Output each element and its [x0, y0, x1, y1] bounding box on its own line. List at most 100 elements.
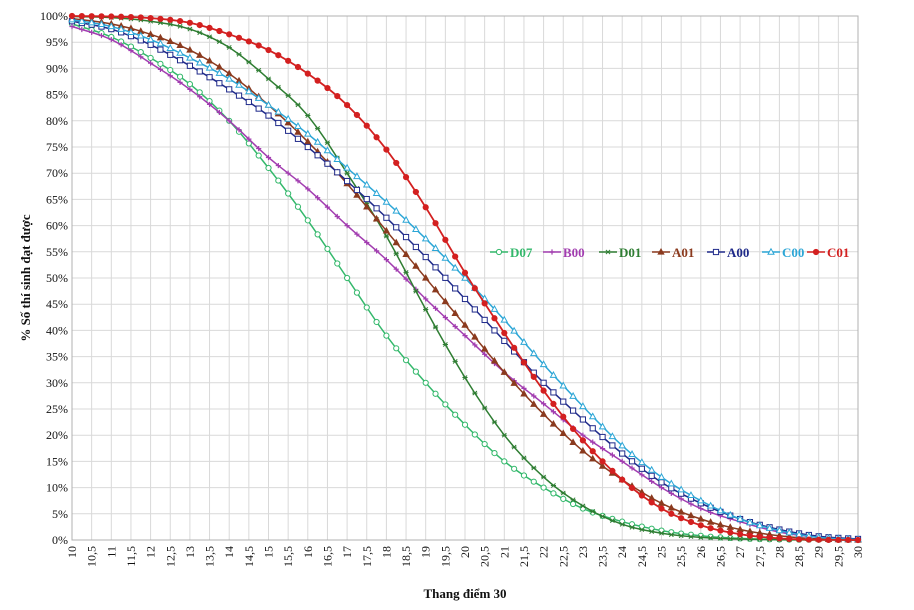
x-tick-label: 16	[301, 546, 315, 558]
data-point-A01	[687, 511, 695, 519]
data-point-D07	[530, 478, 537, 485]
data-point-C01	[344, 101, 351, 109]
data-point-A01	[363, 202, 371, 210]
data-point-C01	[78, 13, 85, 20]
data-point-C01	[304, 70, 311, 77]
data-point-B00	[197, 94, 203, 100]
data-point-B00	[236, 127, 242, 133]
data-point-C01	[432, 220, 439, 227]
data-point-A01	[196, 51, 204, 58]
data-point-D07	[137, 49, 144, 56]
x-tick-label: 18	[379, 546, 393, 558]
data-point-C01	[687, 518, 695, 526]
data-point-D01	[482, 405, 488, 411]
data-point-A00	[157, 46, 164, 53]
data-point-B00	[599, 446, 606, 452]
data-point-D07	[422, 379, 429, 386]
x-axis-ticks: 10 10,5 11 11,5 12 12,5 13 13,5 14 14,5 15 15,5 16 16…	[65, 546, 865, 567]
data-point-B00	[187, 86, 193, 92]
data-point-B00	[354, 231, 360, 237]
data-point-C01	[501, 329, 508, 337]
data-point-A00	[206, 74, 213, 81]
data-point-C01	[511, 344, 518, 351]
y-tick-label: 50%	[46, 271, 68, 285]
legend-marker	[605, 249, 611, 255]
data-point-A01	[431, 285, 440, 293]
data-point-A00	[540, 379, 547, 386]
data-point-D01	[629, 524, 635, 530]
data-point-C01	[520, 359, 528, 366]
data-point-A00	[619, 450, 626, 457]
data-point-B00	[442, 314, 448, 321]
y-tick-label: 35%	[46, 350, 68, 364]
data-point-D01	[246, 59, 252, 65]
x-tick-label: 13,5	[203, 546, 217, 567]
data-point-A01	[382, 226, 391, 234]
data-point-C00	[461, 273, 469, 281]
legend-label: A01	[672, 245, 694, 260]
data-point-C01	[845, 536, 852, 544]
data-point-B00	[305, 186, 311, 192]
data-point-D07	[452, 411, 459, 418]
data-point-D07	[157, 60, 164, 67]
data-point-B00	[216, 109, 222, 116]
data-point-D01	[708, 535, 714, 541]
data-point-C01	[579, 437, 587, 444]
data-point-C01	[756, 533, 763, 540]
y-tick-label: 15%	[46, 454, 68, 468]
data-point-C01	[442, 236, 449, 243]
data-point-C01	[88, 13, 95, 20]
legend-item-C01: C01	[807, 245, 849, 260]
series-C01	[68, 12, 862, 544]
data-point-C01	[216, 27, 223, 35]
data-point-C00	[647, 465, 656, 473]
data-point-A00	[334, 169, 341, 176]
data-point-A00	[294, 135, 302, 142]
x-tick-label: 11,5	[124, 546, 138, 567]
x-tick-label: 29	[812, 546, 826, 558]
data-point-D01	[442, 342, 448, 347]
data-point-D07	[285, 190, 292, 197]
data-point-C01	[648, 499, 655, 506]
x-tick-label: 20,5	[478, 546, 492, 567]
data-point-B00	[334, 213, 340, 220]
data-point-B00	[550, 409, 557, 415]
x-tick-label: 28,5	[792, 546, 806, 567]
data-point-C01	[461, 269, 469, 276]
x-tick-label: 25	[655, 546, 669, 558]
data-point-D01	[452, 358, 458, 364]
x-tick-label: 29,5	[831, 546, 845, 567]
data-point-C01	[668, 510, 675, 517]
data-point-D07	[569, 500, 577, 508]
data-point-B00	[629, 465, 635, 471]
data-point-C00	[77, 16, 86, 24]
data-point-C01	[805, 536, 812, 543]
data-point-A01	[677, 507, 685, 515]
data-point-D01	[206, 34, 213, 40]
legend-marker	[495, 248, 503, 256]
data-point-A00	[579, 416, 586, 423]
data-point-C00	[520, 337, 528, 345]
data-point-D07	[265, 164, 272, 172]
data-point-A00	[599, 433, 606, 441]
data-point-A00	[491, 327, 498, 334]
data-point-C01	[737, 531, 744, 538]
data-point-A00	[235, 92, 243, 99]
data-point-C00	[97, 20, 106, 28]
data-point-B00	[678, 496, 684, 502]
data-point-C00	[736, 514, 744, 522]
data-point-C01	[108, 13, 115, 20]
data-point-C01	[530, 373, 537, 380]
plot-frame	[71, 15, 859, 541]
y-tick-label: 55%	[46, 245, 68, 259]
legend-marker	[712, 248, 720, 256]
data-point-A01	[176, 41, 184, 49]
x-tick-label: 21,5	[517, 546, 531, 567]
data-point-C01	[226, 31, 233, 38]
data-point-C01	[147, 14, 154, 22]
data-point-A01	[569, 438, 577, 446]
data-point-D01	[521, 455, 527, 461]
data-point-C00	[362, 180, 371, 188]
data-point-C01	[402, 174, 410, 181]
